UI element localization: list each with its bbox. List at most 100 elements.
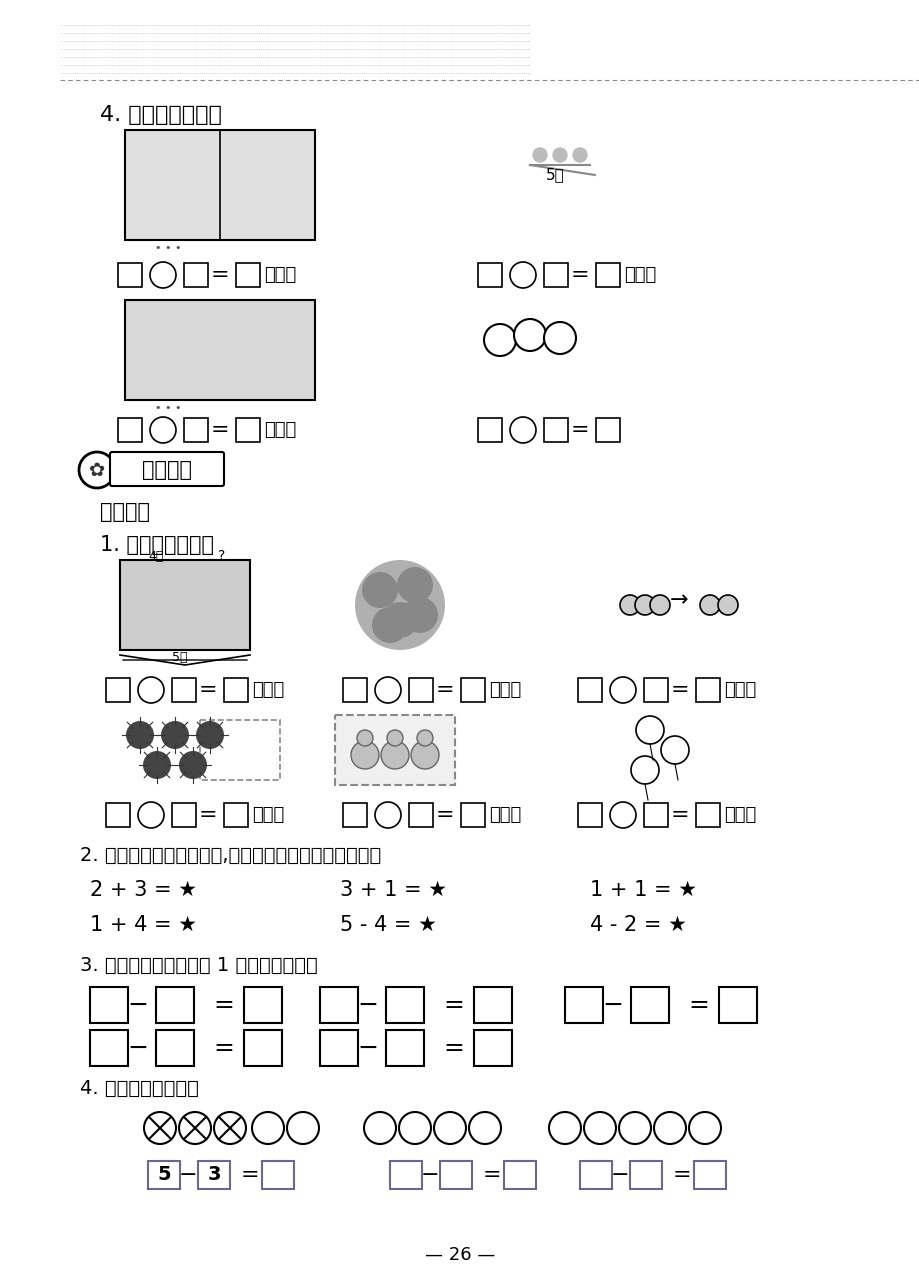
Text: −: − — [128, 1036, 148, 1060]
Bar — [106, 678, 130, 703]
Bar — [579, 1161, 611, 1188]
Bar — [596, 418, 619, 442]
Circle shape — [179, 1111, 210, 1144]
Text: −: − — [357, 1036, 378, 1060]
Circle shape — [397, 567, 433, 603]
Bar — [504, 1161, 536, 1188]
Circle shape — [532, 147, 547, 162]
Circle shape — [351, 741, 379, 769]
Circle shape — [161, 720, 188, 749]
Circle shape — [618, 1111, 651, 1144]
Text: →: → — [669, 590, 688, 610]
Circle shape — [402, 597, 437, 633]
Text: 5人: 5人 — [545, 168, 563, 182]
Text: =: = — [570, 420, 589, 440]
Bar — [643, 678, 667, 703]
Text: 3. 你能写出几道得数是 1 的减法算式吗？: 3. 你能写出几道得数是 1 的减法算式吗？ — [80, 955, 317, 974]
Text: =: = — [436, 679, 454, 700]
Bar — [244, 987, 282, 1023]
Circle shape — [375, 677, 401, 703]
Bar — [460, 678, 484, 703]
Bar — [596, 263, 619, 287]
Bar — [184, 263, 208, 287]
Circle shape — [543, 322, 575, 354]
Circle shape — [584, 1111, 616, 1144]
Text: =: = — [443, 994, 464, 1017]
Bar — [478, 418, 502, 442]
Bar — [439, 1161, 471, 1188]
Text: 1 + 4 = ★: 1 + 4 = ★ — [90, 915, 197, 935]
Circle shape — [138, 803, 164, 828]
Circle shape — [138, 677, 164, 703]
Bar — [262, 1161, 294, 1188]
Text: −: − — [420, 1165, 439, 1185]
Circle shape — [126, 720, 153, 749]
Circle shape — [717, 595, 737, 615]
Text: 3 + 1 = ★: 3 + 1 = ★ — [340, 879, 447, 900]
Text: −: − — [610, 1165, 629, 1185]
Circle shape — [635, 717, 664, 744]
Text: =: = — [210, 420, 229, 440]
Bar — [543, 263, 567, 287]
Bar — [478, 263, 502, 287]
Circle shape — [514, 319, 545, 351]
Bar — [125, 300, 314, 400]
Bar — [630, 987, 668, 1023]
Bar — [577, 678, 601, 703]
Text: 1 + 1 = ★: 1 + 1 = ★ — [589, 879, 697, 900]
Text: −: − — [178, 1165, 197, 1185]
Bar — [693, 1161, 725, 1188]
Bar — [199, 720, 279, 779]
Bar — [244, 1029, 282, 1067]
Bar — [320, 1029, 357, 1067]
Circle shape — [214, 1111, 245, 1144]
Text: 2 + 3 = ★: 2 + 3 = ★ — [90, 879, 197, 900]
Circle shape — [375, 803, 401, 828]
Text: =: = — [670, 679, 688, 700]
Text: =: = — [199, 805, 217, 826]
Circle shape — [469, 1111, 501, 1144]
Circle shape — [509, 417, 536, 444]
Text: =: = — [687, 994, 709, 1017]
Bar — [172, 803, 196, 827]
Text: 课后作业: 课后作业 — [142, 460, 192, 479]
Text: （只）: （只） — [264, 265, 296, 285]
Circle shape — [630, 756, 658, 785]
Bar — [236, 418, 260, 442]
Circle shape — [399, 1111, 430, 1144]
Circle shape — [573, 147, 586, 162]
Text: =: = — [672, 1165, 690, 1185]
Bar — [343, 803, 367, 827]
Bar — [148, 1161, 180, 1188]
Circle shape — [371, 606, 407, 644]
Text: =: = — [443, 1036, 464, 1060]
Text: 5 - 4 = ★: 5 - 4 = ★ — [340, 915, 437, 935]
Circle shape — [355, 560, 445, 650]
Circle shape — [434, 1111, 466, 1144]
Bar — [118, 263, 142, 287]
Circle shape — [150, 417, 176, 444]
Circle shape — [179, 751, 207, 779]
Text: （朵）: （朵） — [489, 681, 521, 699]
Circle shape — [688, 1111, 720, 1144]
Bar — [156, 987, 194, 1023]
Circle shape — [144, 1111, 176, 1144]
Text: （支）: （支） — [252, 681, 284, 699]
Text: （个）: （个） — [489, 806, 521, 824]
Bar — [386, 987, 424, 1023]
Text: ?: ? — [218, 549, 225, 563]
Bar — [156, 1029, 194, 1067]
Circle shape — [660, 736, 688, 764]
Text: −: − — [128, 994, 148, 1017]
Bar — [184, 418, 208, 442]
Text: 4支: 4支 — [148, 550, 164, 563]
Circle shape — [252, 1111, 284, 1144]
Text: • • •: • • • — [154, 403, 181, 413]
Bar — [223, 678, 248, 703]
Text: =: = — [482, 1165, 501, 1185]
Circle shape — [361, 572, 398, 608]
Bar — [577, 803, 601, 827]
Bar — [172, 678, 196, 703]
Text: （个）: （个） — [723, 681, 755, 699]
Text: • • •: • • • — [154, 244, 181, 253]
